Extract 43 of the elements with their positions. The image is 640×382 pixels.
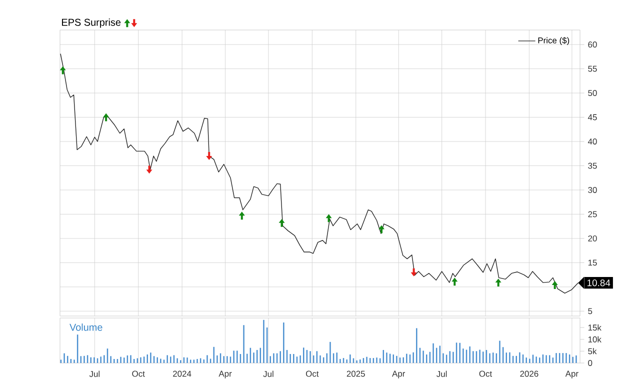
y-tick-label: 15	[588, 260, 597, 266]
point	[103, 113, 110, 122]
point	[238, 212, 245, 220]
chart-title: Volume	[70, 324, 102, 331]
y-tick-label: 15k	[588, 324, 602, 331]
y-tick-label: 55	[588, 66, 597, 72]
x-tick-label: 2024	[173, 370, 192, 377]
point	[552, 280, 558, 289]
y-tick-label: 25	[588, 211, 597, 218]
x-tick-label: 2026	[520, 370, 538, 377]
x-tick-label: Apr	[565, 370, 578, 378]
point	[60, 66, 66, 74]
y-tick-label: 20	[588, 235, 597, 242]
point	[410, 268, 417, 276]
x-tick-label: 2025	[346, 370, 365, 377]
point	[378, 225, 384, 234]
point	[278, 218, 285, 227]
y-tick-label: 10k	[588, 336, 602, 342]
x-tick-label: Apr	[392, 370, 406, 378]
x-tick-label: Jul	[263, 370, 274, 377]
x-tick-label: Jul	[89, 370, 100, 377]
legend-title: EPS Surprise	[62, 18, 121, 28]
y-tick-label: 40	[588, 138, 597, 144]
x-tick-label: Oct	[306, 370, 319, 377]
point	[495, 278, 502, 287]
y-tick-label: 5k	[588, 348, 597, 354]
annotation: 10.84	[587, 279, 610, 286]
y-tick-label: 35	[588, 162, 597, 169]
point	[452, 278, 458, 286]
x-tick-label: Apr	[218, 370, 232, 378]
y-tick-label: 50	[588, 90, 597, 96]
x-tick-label: Oct	[479, 370, 492, 377]
point	[146, 166, 152, 174]
x-tick-label: Oct	[132, 370, 145, 377]
y-tick-label: 5	[588, 308, 592, 314]
y-tick-label: 60	[588, 42, 597, 48]
point	[206, 152, 212, 160]
x-tick-label: Jul	[436, 370, 447, 377]
y-tick-label: 0	[588, 360, 592, 366]
y-tick-label: 30	[588, 186, 597, 193]
point	[326, 214, 332, 222]
y-tick-label: 45	[588, 114, 597, 120]
legend-label: Price ($)	[538, 37, 570, 46]
